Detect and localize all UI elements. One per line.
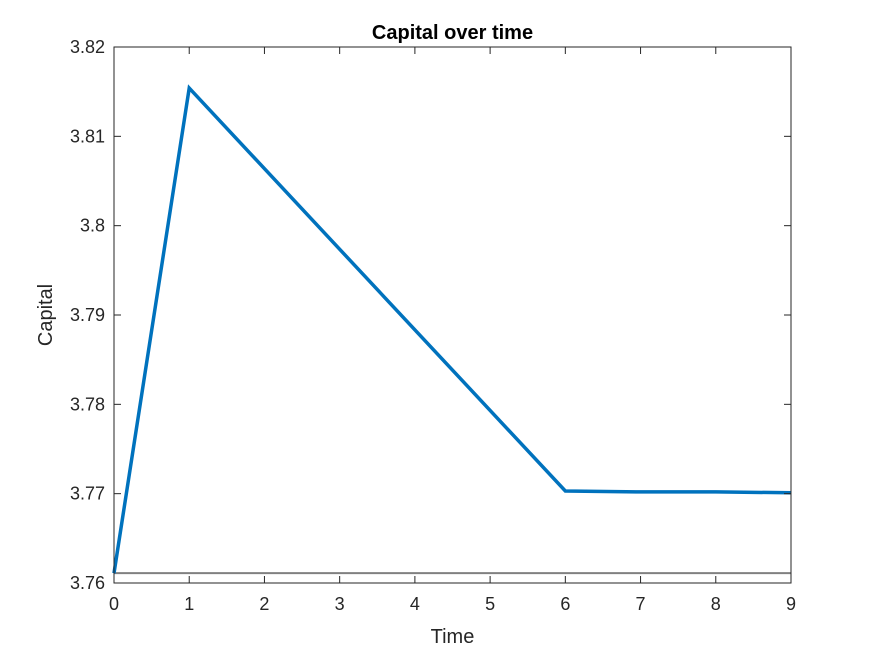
x-tick-label: 7 (636, 594, 646, 614)
ticks-layer: 0 1 2 3 4 5 6 7 8 9 3.76 3.77 3.78 3.79 3.8 3.81 3.82 (70, 37, 796, 614)
y-tick-label: 3.81 (70, 126, 105, 146)
plot-area (114, 47, 791, 583)
x-tick-label: 8 (711, 594, 721, 614)
x-tick-label: 3 (335, 594, 345, 614)
x-tick-label: 6 (560, 594, 570, 614)
x-axis-title: Time (431, 626, 475, 648)
x-tick-label: 2 (259, 594, 269, 614)
chart-title: Capital over time (372, 22, 533, 44)
y-tick-label: 3.79 (70, 305, 105, 325)
x-tick-label: 1 (184, 594, 194, 614)
series-line-capital (112, 84, 792, 574)
y-axis-title: Capital (35, 284, 57, 346)
y-tick-label: 3.77 (70, 484, 105, 504)
y-tick-label: 3.8 (80, 216, 105, 236)
y-tick-label: 3.78 (70, 394, 105, 414)
series-layer (112, 84, 792, 575)
y-tick-label: 3.76 (70, 573, 105, 593)
x-tick-label: 5 (485, 594, 495, 614)
x-tick-label: 9 (786, 594, 796, 614)
x-tick-label: 4 (410, 594, 420, 614)
x-tick-label: 0 (109, 594, 119, 614)
y-tick-label: 3.82 (70, 37, 105, 57)
